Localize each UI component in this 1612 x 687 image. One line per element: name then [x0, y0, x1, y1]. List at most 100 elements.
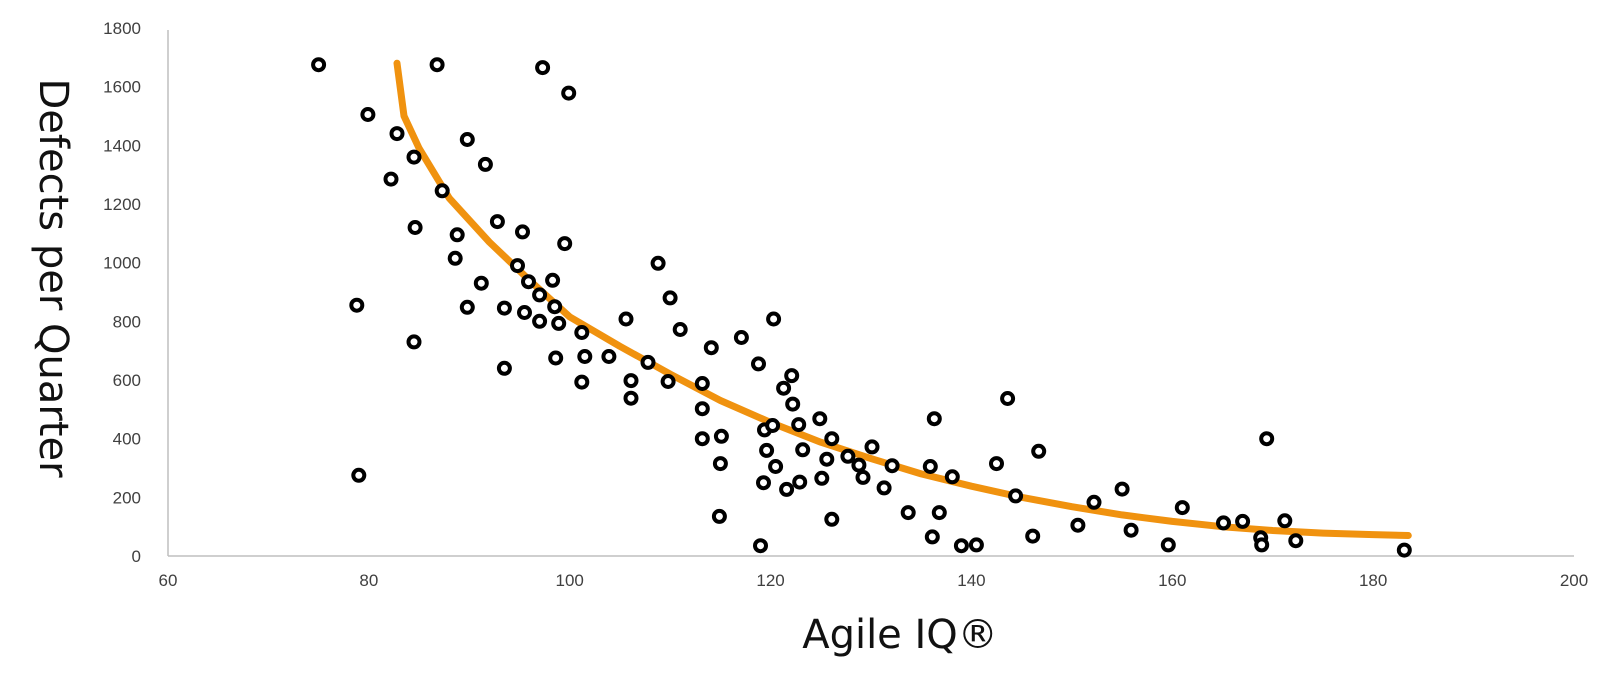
x-tick-label: 180	[1359, 571, 1387, 590]
data-point	[383, 171, 399, 187]
data-point	[561, 85, 577, 101]
data-point	[434, 183, 450, 199]
data-point	[751, 356, 766, 372]
y-tick-label: 200	[113, 488, 141, 507]
data-point	[489, 214, 505, 230]
data-point	[640, 354, 656, 370]
y-tick-label: 1400	[103, 136, 141, 155]
x-tick-label: 60	[159, 571, 178, 590]
data-point	[694, 401, 710, 417]
data-points	[311, 57, 1412, 558]
data-point	[521, 274, 536, 290]
data-point	[703, 340, 719, 356]
data-point	[776, 380, 792, 396]
x-tick-label: 200	[1560, 571, 1588, 590]
data-point	[1288, 533, 1304, 549]
data-point	[407, 220, 423, 235]
data-point	[840, 448, 856, 464]
y-tick-label: 800	[113, 312, 141, 331]
y-tick-label: 600	[113, 371, 141, 390]
data-point	[713, 428, 729, 444]
data-point	[694, 376, 710, 391]
y-tick-label: 1200	[103, 195, 141, 214]
data-point	[349, 297, 365, 313]
data-point	[712, 456, 728, 472]
data-point	[429, 57, 445, 73]
data-point	[814, 470, 830, 486]
data-point	[1000, 391, 1016, 406]
data-point	[496, 360, 512, 376]
y-tick-label: 1600	[103, 78, 141, 97]
data-point	[577, 349, 593, 364]
data-point	[922, 459, 938, 474]
data-point	[1254, 537, 1270, 553]
y-tick-label: 0	[132, 547, 141, 566]
data-point	[406, 149, 422, 165]
data-point	[931, 505, 947, 521]
data-point	[360, 107, 376, 122]
data-point	[548, 350, 564, 366]
data-point	[1114, 481, 1130, 497]
data-point	[515, 224, 530, 240]
data-point	[864, 439, 880, 455]
data-point	[759, 442, 775, 458]
trendline	[393, 59, 1412, 539]
data-point	[711, 508, 727, 524]
data-point	[623, 373, 639, 389]
data-point	[785, 396, 801, 412]
data-point	[784, 368, 800, 384]
data-point	[574, 325, 590, 340]
data-point	[1031, 443, 1047, 459]
data-point	[1259, 431, 1275, 447]
data-point	[459, 132, 475, 147]
x-tick-label: 140	[957, 571, 985, 590]
data-point	[447, 250, 463, 266]
data-point	[311, 57, 327, 73]
data-point	[795, 442, 811, 458]
data-point	[574, 374, 590, 390]
x-tick-label: 160	[1158, 571, 1186, 590]
data-point	[733, 330, 749, 345]
data-point	[792, 474, 808, 490]
y-tick-label: 1000	[103, 254, 141, 273]
data-point	[672, 322, 688, 337]
data-point	[1070, 517, 1086, 533]
x-tick-label: 100	[556, 571, 584, 590]
data-point	[532, 287, 548, 303]
data-point	[768, 459, 784, 474]
data-point	[1277, 513, 1293, 529]
data-point	[812, 411, 828, 427]
data-point	[660, 374, 676, 389]
data-point	[926, 411, 942, 427]
data-point	[953, 538, 969, 554]
data-point	[1086, 494, 1102, 510]
data-point	[1396, 542, 1412, 558]
data-point	[1025, 528, 1041, 544]
y-axis-title: Defects per Quarter	[30, 78, 76, 478]
data-point	[1160, 537, 1176, 553]
data-point	[819, 451, 835, 467]
y-tick-labels: 0 200 400 600 800 1000 1200 1400 1600 1800	[103, 19, 141, 566]
data-point	[459, 299, 475, 315]
data-point	[876, 480, 892, 496]
y-tick-label: 400	[113, 430, 141, 449]
data-point	[496, 300, 512, 316]
data-point	[884, 458, 900, 474]
data-point	[517, 305, 532, 320]
data-point	[406, 334, 422, 350]
data-point	[924, 529, 940, 545]
data-point	[968, 537, 984, 553]
x-tick-label: 80	[359, 571, 378, 590]
data-point	[389, 126, 405, 142]
data-point	[779, 481, 795, 497]
data-point	[1235, 513, 1251, 529]
data-point	[944, 469, 960, 485]
data-point	[824, 431, 840, 447]
data-point	[545, 272, 561, 288]
data-point	[851, 457, 867, 473]
data-point	[824, 511, 840, 527]
data-point	[535, 60, 551, 76]
data-point	[694, 431, 710, 447]
x-axis-title: Agile IQ®	[802, 612, 998, 658]
